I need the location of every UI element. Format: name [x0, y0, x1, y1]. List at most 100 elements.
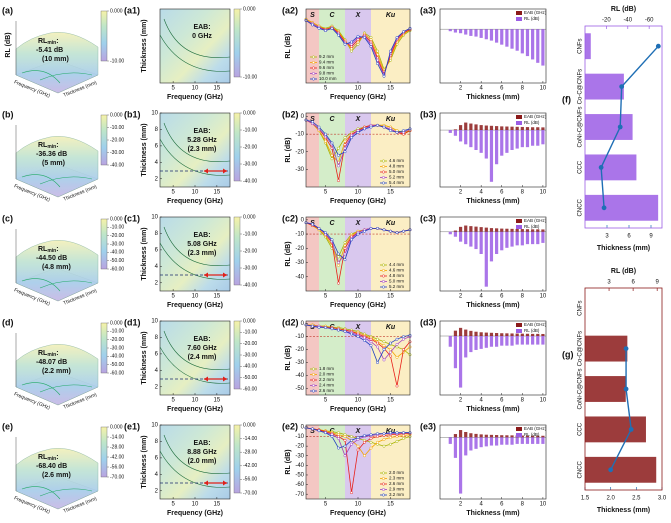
- y-label: RL (dB): [285, 137, 292, 162]
- surface: [15, 344, 99, 406]
- panel-label: (d3): [420, 317, 437, 327]
- legend-label: 5.4 mm: [389, 180, 404, 185]
- bar: [515, 130, 519, 149]
- point: [376, 62, 379, 66]
- y-tick-label: 6: [155, 455, 159, 461]
- trend-point: [628, 427, 634, 432]
- x-tick-label: 2: [459, 294, 463, 300]
- bar: [495, 228, 499, 232]
- bar: [505, 130, 509, 153]
- bar: [489, 125, 494, 131]
- bar: [500, 29, 504, 45]
- point: [337, 164, 340, 168]
- bar: [531, 437, 535, 444]
- legend-marker: [382, 488, 385, 491]
- annotation-sub: min: [47, 352, 56, 358]
- bar: [479, 332, 483, 337]
- legend-marker: [312, 389, 315, 393]
- point: [395, 36, 399, 39]
- legend-label: EAB (GHz): [524, 426, 547, 431]
- point: [369, 446, 373, 450]
- y-tick-label: -30: [295, 260, 304, 266]
- bar: [469, 336, 473, 353]
- y-label: RL (dB): [285, 449, 292, 474]
- panel-label: (c2): [282, 213, 298, 223]
- y-tick-label: 4: [155, 472, 159, 478]
- bar: [505, 435, 509, 438]
- band-label: X: [355, 220, 362, 227]
- bar: [505, 336, 509, 346]
- y-tick-label: 10: [151, 319, 158, 325]
- x-tick-label: 10: [540, 86, 547, 92]
- point: [402, 337, 405, 341]
- bar: [531, 231, 535, 245]
- bar: [500, 435, 504, 438]
- bar: [479, 437, 483, 448]
- top-tick-label: -20: [602, 18, 611, 24]
- x-tick-label: 15: [387, 294, 394, 300]
- point: [356, 130, 360, 134]
- point: [350, 442, 353, 446]
- bar: [469, 123, 473, 131]
- point: [376, 432, 379, 436]
- colorbar-tick-label: -50.00: [110, 258, 124, 264]
- bar: [448, 130, 452, 133]
- panel-label: (b): [2, 109, 14, 119]
- point: [324, 326, 327, 329]
- bar: [500, 126, 504, 131]
- x-tick-label: 10: [540, 398, 547, 404]
- bar: [484, 227, 488, 232]
- annotation: RLmin:: [38, 142, 59, 150]
- bar: [536, 333, 540, 337]
- colorbar-tick-label: -40.00: [110, 250, 124, 256]
- legend-marker: [382, 263, 385, 267]
- legend-marker: [382, 181, 385, 185]
- x-label: Thickness (mm): [466, 94, 519, 101]
- annotation-head: RL: [38, 38, 48, 45]
- x-tick-label: 5: [324, 294, 328, 300]
- band-label: Ku: [386, 220, 396, 227]
- legend-swatch: [516, 219, 522, 223]
- y-tick-label: -20: [295, 444, 304, 450]
- point: [330, 238, 334, 242]
- trend-point: [619, 84, 625, 89]
- annotation-value: -44.50 dB: [36, 255, 67, 262]
- legend-label: 10.0 mm: [319, 76, 337, 81]
- point: [389, 354, 392, 358]
- plot-frame: [584, 287, 663, 491]
- legend-swatch: [516, 11, 522, 15]
- x-tick-label: 15: [387, 398, 394, 404]
- legend-label: 2.9 mm: [389, 487, 404, 492]
- bar: [495, 130, 499, 165]
- bar: [489, 332, 494, 337]
- colorbar: [233, 320, 241, 390]
- panel-label: (d): [2, 317, 14, 327]
- top-tick-label: 6: [631, 280, 635, 286]
- legend-marker: [382, 477, 385, 480]
- legend-marker: [312, 373, 315, 376]
- bar: [510, 435, 514, 438]
- legend-swatch: [516, 433, 522, 437]
- bar: [541, 437, 545, 444]
- legend-label: 2.2 mm: [319, 377, 334, 382]
- point: [343, 143, 347, 147]
- bar: [489, 228, 494, 232]
- bar: [489, 29, 494, 41]
- legend-swatch: [516, 427, 522, 431]
- bar: [469, 226, 473, 232]
- x-tick-label: 10: [355, 86, 362, 92]
- bar: [453, 29, 458, 33]
- point: [337, 446, 340, 450]
- x-tick-label: 10: [192, 502, 199, 508]
- bar: [525, 333, 530, 337]
- colorbar-tick-label: -20.00: [110, 337, 124, 343]
- category-label: CNCC: [578, 198, 584, 216]
- x-tick-label: 4: [479, 190, 483, 196]
- trend-point: [623, 346, 629, 351]
- x-label: Thickness (mm): [466, 510, 519, 517]
- bar: [536, 435, 540, 438]
- bar: [531, 333, 535, 337]
- contour-fill: [159, 424, 231, 500]
- plot-frame: [439, 320, 547, 396]
- plot-frame: [439, 112, 547, 188]
